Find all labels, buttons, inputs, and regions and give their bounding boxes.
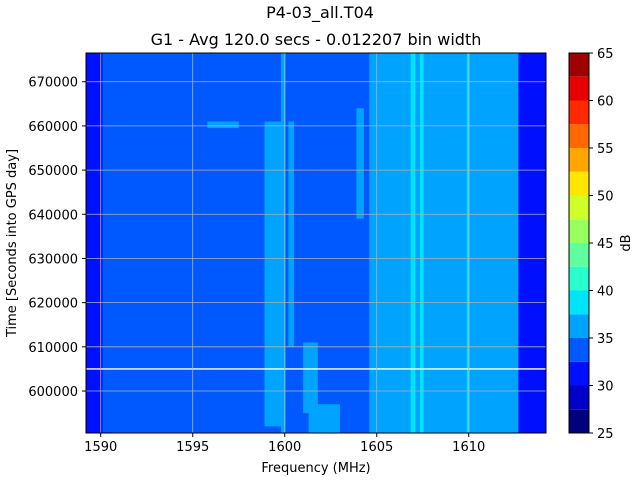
heatmap-region (281, 53, 286, 433)
plot-area (85, 52, 547, 434)
y-tick-label: 610000 (28, 341, 78, 356)
y-axis-label: Time [Seconds into GPS day] (5, 149, 20, 338)
colorbar-tick-label: 65 (597, 47, 614, 62)
colorbar-segment (569, 338, 589, 362)
y-tick-label: 630000 (28, 252, 78, 267)
colorbar-segment (569, 148, 589, 172)
y-tick-label: 660000 (28, 120, 78, 135)
colorbar-tick-label: 35 (597, 332, 614, 347)
heatmap-region (400, 53, 405, 433)
y-tick-label: 620000 (28, 297, 78, 312)
y-axis: 600000 610000 620000 630000 640000 650000 6600… (28, 76, 86, 400)
heatmap-region (429, 53, 433, 433)
heatmap-region (264, 121, 285, 427)
heatmap-region (419, 53, 424, 433)
colorbar-segment (569, 243, 589, 267)
heatmap-region (466, 53, 470, 433)
chart-title: P4-03_all.T04 (266, 3, 374, 23)
heatmap-region (410, 53, 416, 433)
heatmap-region (389, 53, 394, 433)
colorbar-segment (569, 409, 589, 433)
x-axis: 1590 1595 1600 1605 1610 (84, 433, 485, 455)
x-tick-label: 1590 (84, 440, 117, 455)
colorbar-segment (569, 266, 589, 291)
colorbar-segment (569, 290, 589, 315)
y-tick-label: 640000 (28, 208, 78, 223)
colorbar-tick-label: 25 (597, 427, 614, 442)
heatmap-layer (86, 53, 546, 433)
colorbar-segment (569, 171, 589, 196)
colorbar-segment (569, 100, 589, 125)
heatmap-region (356, 108, 364, 219)
y-tick-label: 600000 (28, 385, 78, 400)
colorbar-segment (569, 385, 589, 410)
colorbar-segment (569, 53, 589, 77)
colorbar-tick-label: 45 (597, 237, 614, 252)
colorbar: 25 30 35 40 45 50 55 60 65 (568, 47, 614, 442)
x-axis-label: Frequency (MHz) (261, 461, 370, 476)
colorbar-label: dB (619, 234, 634, 251)
colorbar-segment (569, 195, 589, 220)
colorbar-segment (569, 314, 589, 338)
heatmap-region (288, 121, 294, 347)
colorbar-tick-label: 40 (597, 285, 614, 300)
colorbar-segment (569, 219, 589, 243)
heatmap-region (487, 223, 515, 429)
colorbar-tick-label: 60 (597, 95, 614, 110)
colorbar-segment (569, 361, 589, 386)
x-tick-label: 1605 (360, 440, 393, 455)
x-tick-label: 1595 (176, 440, 209, 455)
plot-frame (85, 52, 547, 434)
x-tick-label: 1600 (268, 440, 301, 455)
chart-subtitle: G1 - Avg 120.0 secs - 0.012207 bin width (151, 30, 482, 49)
colorbar-tick-label: 55 (597, 142, 614, 157)
colorbar-tick-label: 50 (597, 190, 614, 205)
colorbar-tick-label: 30 (597, 380, 614, 395)
x-tick-label: 1610 (452, 440, 485, 455)
heatmap-region (207, 121, 239, 129)
y-tick-label: 650000 (28, 164, 78, 179)
y-tick-label: 670000 (28, 76, 78, 91)
heatmap-region (518, 53, 546, 433)
colorbar-segment (569, 124, 589, 148)
heatmap-region (86, 53, 99, 433)
heatmap-region (308, 404, 340, 433)
heatmap-region (303, 342, 318, 414)
colorbar-segment (569, 76, 589, 101)
